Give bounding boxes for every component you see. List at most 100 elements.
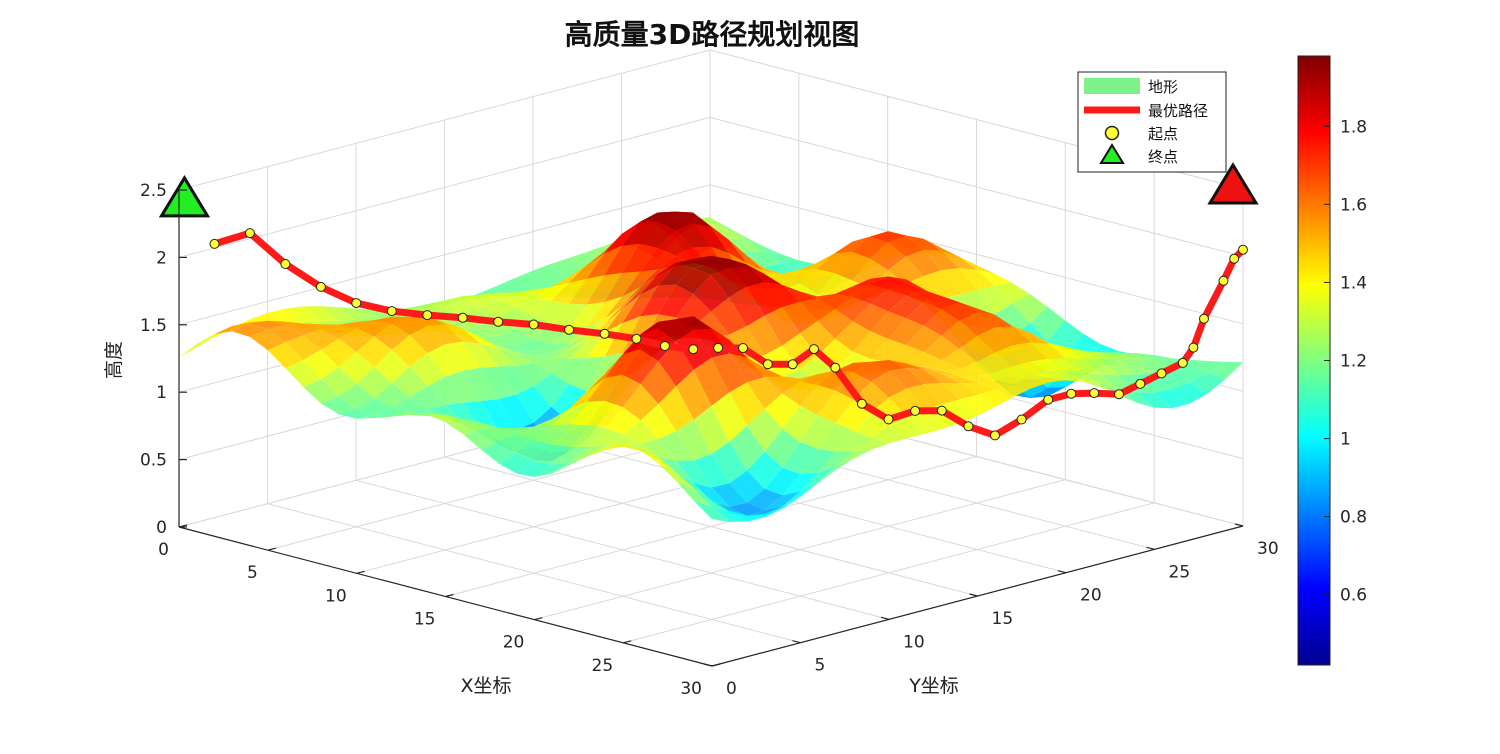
terrain-facet (463, 430, 499, 450)
terrain-facet (533, 349, 570, 358)
terrain-facet (977, 381, 1013, 390)
terrain-facet (640, 264, 676, 295)
terrain-facet (427, 414, 464, 423)
terrain-facet (994, 326, 1031, 346)
terrain-facet (658, 456, 694, 484)
terrain-facet (853, 331, 889, 359)
terrain-facet (658, 463, 695, 490)
terrain-facet (267, 320, 304, 326)
terrain-facet (764, 428, 801, 468)
terrain-facet (711, 392, 747, 442)
terrain-facet (623, 420, 659, 444)
terrain-facet (711, 506, 748, 522)
terrain-facet (800, 415, 836, 450)
terrain-facet (303, 329, 339, 350)
y-tick-mark (880, 616, 890, 620)
terrain-facet (534, 408, 570, 427)
optimal-path (158, 162, 1259, 441)
terrain-facet (994, 282, 1030, 304)
path-waypoint (1066, 388, 1077, 399)
terrain-facet (977, 312, 1013, 328)
terrain-facet (658, 386, 694, 432)
terrain-facet (763, 251, 799, 263)
terrain-facet (480, 335, 516, 346)
path-waypoint (936, 405, 947, 416)
path-waypoint (351, 298, 362, 309)
terrain-facet (338, 352, 375, 384)
grid-line (444, 456, 978, 597)
terrain-facet (587, 446, 624, 455)
colorbar-tick-label: 1.6 (1340, 195, 1367, 215)
path-waypoint (659, 341, 670, 351)
terrain-facet (887, 236, 924, 257)
x-tick-label: 30 (680, 679, 702, 699)
y-tick-mark (1057, 570, 1067, 574)
path-waypoint (883, 414, 894, 425)
terrain-facet (605, 434, 641, 447)
terrain-facet (799, 269, 835, 294)
y-tick-mark (1234, 523, 1244, 527)
terrain-facet (462, 324, 498, 339)
terrain-facet (267, 325, 304, 343)
terrain-facet (587, 400, 623, 429)
terrain-facet (658, 319, 694, 342)
terrain-facet (711, 353, 747, 393)
terrain-facet (551, 265, 587, 287)
terrain-facet (444, 301, 481, 316)
terrain-facet (729, 382, 765, 426)
terrain-facet (693, 255, 729, 264)
terrain-facet (303, 349, 339, 380)
terrain-facet (481, 427, 517, 442)
path-waypoint (1177, 357, 1188, 368)
y-tick-label: 5 (815, 656, 826, 676)
terrain-facet (676, 481, 712, 507)
terrain-facet (835, 372, 872, 400)
terrain-facet (941, 373, 978, 384)
terrain-facet (516, 363, 552, 387)
terrain-facet (1012, 361, 1049, 375)
grid-line (178, 49, 1244, 191)
terrain-facet (516, 386, 552, 423)
terrain-facet (640, 319, 676, 335)
terrain-facet (676, 369, 712, 420)
terrain-facet (710, 227, 746, 240)
terrain-facet (604, 289, 640, 325)
terrain-facet (871, 426, 907, 444)
terrain-facet (356, 367, 392, 398)
terrain-facet (338, 320, 375, 329)
terrain-facet (1030, 342, 1066, 359)
path-waypoint (1238, 244, 1248, 255)
terrain-facet (445, 370, 481, 403)
terrain-facet (1048, 377, 1084, 383)
terrain-facet (497, 307, 534, 329)
terrain-facet (870, 242, 906, 271)
terrain-facet (905, 276, 942, 299)
terrain-facet (711, 297, 747, 335)
terrain-facet (516, 461, 552, 477)
terrain-facet (568, 302, 605, 329)
terrain-facet (516, 425, 552, 441)
terrain-facet (498, 434, 535, 454)
path-waypoint (990, 430, 1000, 441)
terrain-facet (1012, 342, 1049, 362)
y-tick-label: 20 (1080, 586, 1102, 606)
terrain-facet (303, 379, 339, 404)
terrain-facet (906, 302, 942, 326)
terrain-facet (941, 368, 978, 377)
z-tick-label: 2.5 (140, 181, 167, 201)
terrain-facet (568, 253, 605, 283)
y-tick-label: 0 (726, 679, 737, 699)
start-marker (158, 175, 211, 218)
terrain-facet (639, 221, 676, 249)
terrain-facet (1030, 387, 1066, 398)
terrain-facet (923, 309, 960, 336)
terrain-facet (729, 353, 765, 383)
terrain-facet (959, 336, 995, 362)
terrain-facet (888, 345, 924, 364)
path-waypoint (315, 281, 326, 292)
terrain-facet (728, 326, 765, 358)
terrain-facet (763, 270, 800, 291)
terrain-facet (586, 273, 623, 305)
